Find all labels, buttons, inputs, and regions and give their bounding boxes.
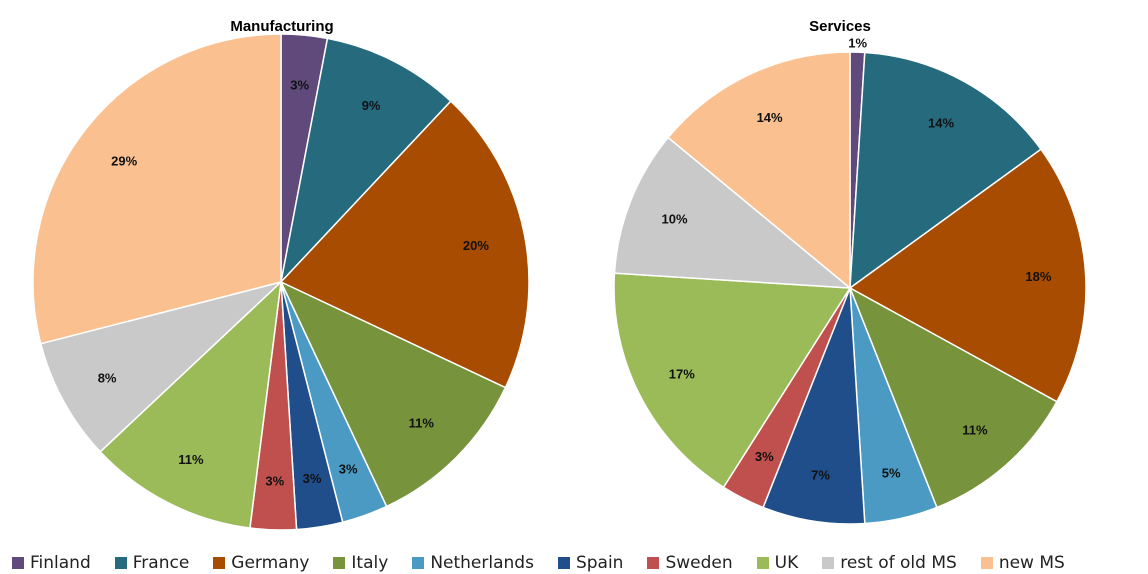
legend-item-rest-of-old-ms: rest of old MS xyxy=(822,553,957,573)
legend-label-sweden: Sweden xyxy=(665,553,733,573)
data-label-manufacturing-italy: 11% xyxy=(409,415,435,430)
data-label-services-finland: 1% xyxy=(848,36,867,51)
data-label-manufacturing-spain: 3% xyxy=(303,471,322,486)
slice-manufacturing-france xyxy=(279,37,452,285)
legend-item-france: France xyxy=(114,553,190,573)
data-label-manufacturing-france: 9% xyxy=(362,98,381,113)
legend-swatch-rest-of-old-ms xyxy=(822,557,835,569)
data-label-manufacturing-sweden: 3% xyxy=(265,473,284,488)
manufacturing-title: Manufacturing xyxy=(230,18,333,35)
pie-charts-canvas: Manufacturing 3% 9% 20% 11% 3% 3% 3% 11% 8% 29% S… xyxy=(32,18,1087,531)
slice-services-spain xyxy=(762,287,866,525)
legend-label-rest-of-old-ms: rest of old MS xyxy=(840,553,957,573)
legend-item-new-ms: new MS xyxy=(980,553,1065,573)
legend-item-uk: UK xyxy=(756,553,799,573)
data-label-manufacturing-finland: 3% xyxy=(290,78,309,93)
data-label-services-uk: 17% xyxy=(669,367,695,382)
legend-label-finland: Finland xyxy=(30,553,91,573)
data-label-manufacturing-netherlands: 3% xyxy=(339,462,358,477)
legend-swatch-italy xyxy=(333,557,346,569)
slice-services-rest-of-old-ms xyxy=(613,136,853,289)
data-label-services-new-ms: 14% xyxy=(757,110,783,125)
legend-label-uk: UK xyxy=(774,553,799,573)
data-label-services-netherlands: 5% xyxy=(882,465,901,480)
legend-label-germany: Germany xyxy=(231,553,310,573)
chart-legend: Finland France Germany Italy Netherlands… xyxy=(0,552,1148,574)
data-label-services-rest-of-old-ms: 10% xyxy=(661,212,687,227)
data-label-services-italy: 11% xyxy=(962,423,988,438)
data-label-services-germany: 18% xyxy=(1025,269,1051,284)
legend-label-france: France xyxy=(132,553,190,573)
legend-swatch-spain xyxy=(557,557,570,569)
data-label-manufacturing-uk: 11% xyxy=(178,452,204,467)
legend-item-finland: Finland xyxy=(12,553,91,573)
data-label-manufacturing-rest-of-old-ms: 8% xyxy=(98,371,117,386)
services-title: Services xyxy=(809,18,871,35)
slice-services-germany xyxy=(848,148,1087,403)
legend-label-spain: Spain xyxy=(575,553,624,573)
legend-item-netherlands: Netherlands xyxy=(412,553,534,573)
data-label-services-spain: 7% xyxy=(811,468,830,483)
legend-item-germany: Germany xyxy=(213,553,309,573)
pie-chart-services: Services 1% 14% 18% 11% 5% 7% 3% 17% 10% 14% xyxy=(613,18,1087,525)
legend-swatch-netherlands xyxy=(412,557,425,569)
legend-swatch-uk xyxy=(756,557,769,569)
data-label-services-france: 14% xyxy=(928,116,954,131)
slice-manufacturing-germany xyxy=(279,100,530,389)
pie-chart-manufacturing: Manufacturing 3% 9% 20% 11% 3% 3% 3% 11% 8% 29% xyxy=(32,18,530,531)
slice-manufacturing-rest-of-old-ms xyxy=(39,281,282,453)
legend-label-new-ms: new MS xyxy=(998,553,1065,573)
legend-swatch-france xyxy=(114,557,127,569)
legend-item-sweden: Sweden xyxy=(647,553,733,573)
legend-swatch-sweden xyxy=(647,557,660,569)
data-label-services-sweden: 3% xyxy=(755,449,774,464)
legend-item-italy: Italy xyxy=(333,553,388,573)
slice-services-uk xyxy=(613,272,852,489)
data-label-manufacturing-germany: 20% xyxy=(463,238,489,253)
slice-manufacturing-italy xyxy=(279,280,507,508)
slice-services-italy xyxy=(848,286,1058,509)
legend-item-spain: Spain xyxy=(557,553,624,573)
legend-swatch-new-ms xyxy=(980,557,993,569)
legend-swatch-germany xyxy=(213,557,226,569)
slice-services-new-ms xyxy=(667,51,851,290)
legend-label-italy: Italy xyxy=(351,553,389,573)
slice-manufacturing-uk xyxy=(99,280,283,529)
data-label-manufacturing-new-ms: 29% xyxy=(111,153,137,168)
legend-label-netherlands: Netherlands xyxy=(430,553,534,573)
legend-swatch-finland xyxy=(12,557,24,569)
slice-services-france xyxy=(849,51,1042,290)
slice-manufacturing-new-ms xyxy=(32,33,282,345)
